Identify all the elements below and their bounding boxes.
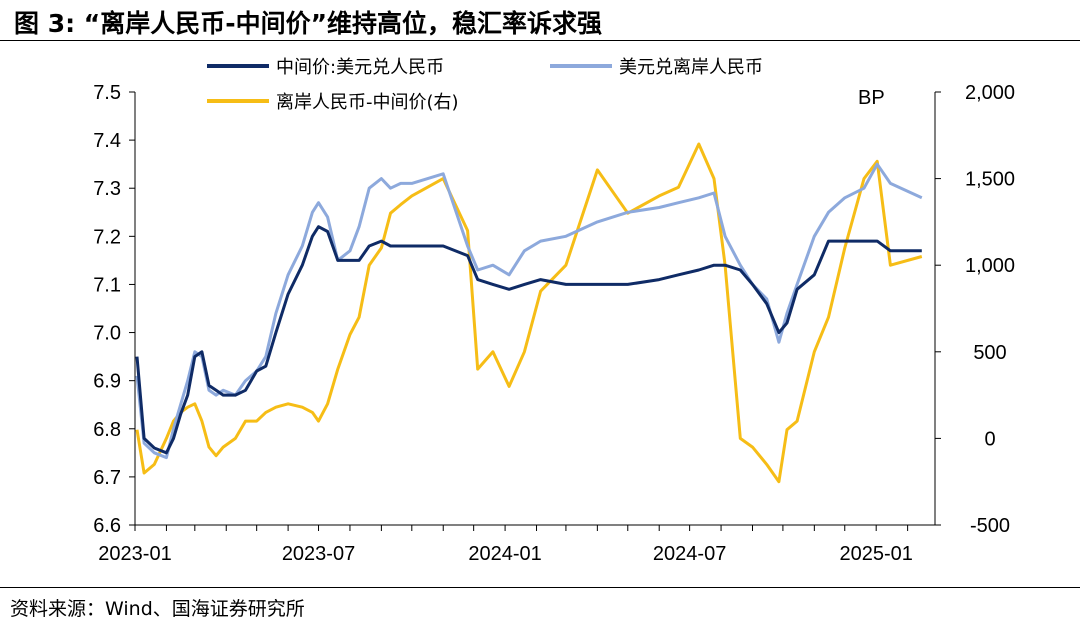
- left-axis-tick-label: 7.3: [93, 178, 121, 200]
- legend-item-mid-rate: 中间价:美元兑人民币: [207, 57, 444, 78]
- legend-label: 离岸人民币-中间价(右): [276, 92, 459, 113]
- legend-item-offshore-rate: 美元兑离岸人民币: [550, 57, 763, 78]
- right-axis-tick-label: 1,000: [965, 255, 1015, 277]
- left-axis-tick-label: 7.4: [93, 130, 121, 152]
- series-line-mid-rate: [135, 225, 922, 455]
- chart-lines: [135, 142, 923, 484]
- left-axis-tick-label: 7.1: [93, 274, 121, 296]
- title-rule: [0, 40, 1080, 41]
- right-axis-tick-label: 2,000: [965, 82, 1015, 104]
- x-axis-tick-label: 2023-01: [98, 543, 171, 565]
- left-axis-tick-label: 7.5: [93, 82, 121, 104]
- source-rule: [0, 587, 1080, 588]
- x-axis-tick-label: 2023-07: [282, 543, 355, 565]
- left-axis-tick-label: 6.9: [93, 371, 121, 393]
- left-axis-tick-label: 6.7: [93, 467, 121, 489]
- series-line-spread: [135, 142, 923, 484]
- legend-label: 中间价:美元兑人民币: [276, 57, 444, 78]
- legend-item-spread: 离岸人民币-中间价(右): [207, 92, 459, 113]
- left-axis-tick-label: 7.2: [93, 226, 121, 248]
- right-axis-tick-label: 0: [984, 428, 995, 450]
- right-axis-tick-label: 1,500: [965, 169, 1015, 191]
- left-axis-tick-label: 6.6: [93, 515, 121, 537]
- x-axis-tick-label: 2025-01: [839, 543, 912, 565]
- right-axis-unit-label: BP: [858, 87, 885, 109]
- chart-axes: 7.5 7.4 7.3 7.2 7.1 7.0 6.9 6.8 6.7 6.6 2,000 1,500…: [93, 82, 1015, 565]
- x-axis-tick-label: 2024-07: [653, 543, 726, 565]
- series-line-offshore-rate: [135, 162, 923, 460]
- legend-label: 美元兑离岸人民币: [619, 57, 763, 78]
- left-axis-tick-label: 7.0: [93, 323, 121, 345]
- right-axis-tick-label: 500: [973, 342, 1006, 364]
- x-axis-tick-label: 2024-01: [468, 543, 541, 565]
- figure-title: 图 3: “离岸人民币-中间价”维持高位，稳汇率诉求强: [14, 9, 603, 38]
- source-note: 资料来源：Wind、国海证券研究所: [10, 598, 305, 620]
- left-axis-tick-label: 6.8: [93, 419, 121, 441]
- right-axis-tick-label: -500: [970, 515, 1010, 537]
